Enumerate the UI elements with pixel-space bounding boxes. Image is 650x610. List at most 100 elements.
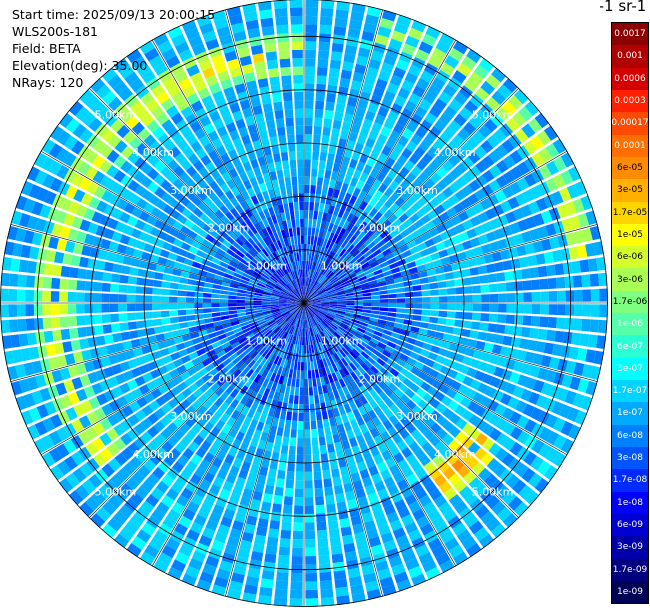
- ray-cell: [366, 528, 379, 540]
- ray-cell: [289, 598, 303, 607]
- ray-cell: [25, 318, 36, 331]
- ray-cell: [295, 318, 299, 328]
- ray-cell: [443, 219, 455, 230]
- ray-cell: [520, 204, 533, 218]
- ray-cell: [271, 274, 279, 282]
- ray-cell: [186, 309, 195, 315]
- ray-cell: [323, 281, 332, 288]
- ray-cell: [314, 352, 319, 361]
- ray-cell: [390, 332, 401, 339]
- ray-cell: [388, 180, 400, 191]
- ray-cell: [424, 62, 438, 76]
- ray-cell: [144, 319, 154, 328]
- ray-cell: [466, 48, 482, 64]
- ray-cell: [446, 140, 459, 153]
- ray-cell: [59, 225, 71, 239]
- azimuth-line: [10, 224, 305, 304]
- ray-cell: [198, 166, 210, 178]
- ray-cell: [222, 480, 234, 492]
- ray-cell: [434, 153, 447, 165]
- ray-cell: [472, 130, 486, 144]
- ray-cell: [270, 84, 281, 95]
- ray-cell: [50, 414, 63, 429]
- ray-cell: [408, 27, 423, 41]
- ray-cell: [319, 246, 325, 256]
- ray-cell: [537, 265, 548, 278]
- ray-cell: [131, 388, 143, 400]
- ray-cell: [193, 79, 207, 92]
- ray-cell: [120, 331, 131, 341]
- ray-cell: [256, 241, 264, 251]
- ray-cell: [327, 222, 334, 232]
- ray-cell: [326, 327, 334, 335]
- ray-cell: [226, 416, 236, 427]
- ray-cell: [336, 501, 347, 512]
- ray-cell: [402, 550, 417, 563]
- ray-cell: [104, 479, 118, 494]
- ray-cell: [247, 150, 257, 161]
- ray-cell: [389, 393, 400, 403]
- ray-cell: [280, 309, 289, 315]
- ray-cell: [383, 539, 397, 552]
- ray-cell: [99, 214, 111, 227]
- ray-cell: [416, 264, 427, 272]
- ray-cell: [277, 249, 284, 258]
- ray-cell: [341, 263, 350, 271]
- ray-cell: [302, 277, 304, 287]
- ray-cell: [199, 264, 210, 272]
- ray-cell: [211, 539, 225, 552]
- ray-cell: [328, 528, 340, 538]
- ray-cell: [127, 414, 140, 427]
- ray-cell: [257, 0, 272, 11]
- ray-cell: [277, 329, 284, 337]
- ray-cell: [298, 319, 302, 328]
- ray-cell: [430, 345, 441, 354]
- ray-cell: [155, 264, 166, 273]
- ray-cell: [73, 189, 86, 203]
- ray-cell: [163, 454, 176, 467]
- ray-cell: [256, 192, 265, 203]
- ray-cell: [226, 500, 238, 512]
- ray-cell: [385, 279, 395, 285]
- ray-cell: [533, 379, 545, 393]
- ray-cell: [362, 265, 372, 272]
- ray-cell: [214, 17, 229, 30]
- ray-cell: [242, 161, 252, 172]
- ray-cell: [329, 299, 338, 302]
- ray-cell: [236, 334, 246, 341]
- ray-cell: [316, 419, 324, 429]
- ray-cell: [580, 395, 593, 411]
- ray-cell: [453, 113, 467, 127]
- ray-cell: [434, 391, 446, 402]
- ray-cell: [456, 345, 467, 355]
- ray-cell: [458, 210, 470, 222]
- ray-cell: [497, 507, 512, 522]
- ray-cell: [219, 488, 231, 500]
- ray-cell: [160, 288, 170, 296]
- ray-cell: [268, 128, 277, 138]
- ray-cell: [349, 401, 358, 411]
- ray-cell: [270, 301, 279, 303]
- ray-cell: [136, 277, 146, 286]
- ray-cell: [357, 99, 369, 110]
- ray-cell: [377, 26, 392, 38]
- ray-cell: [317, 538, 329, 548]
- ray-cell: [450, 215, 462, 226]
- ray-cell: [18, 378, 31, 393]
- ray-cell: [337, 172, 346, 183]
- ray-cell: [339, 518, 351, 528]
- ray-cell: [304, 345, 307, 354]
- ray-cell: [296, 227, 301, 236]
- ray-cell: [370, 261, 380, 269]
- ray-cell: [113, 57, 130, 73]
- ray-cell: [369, 317, 379, 323]
- ray-cell: [331, 354, 338, 363]
- ray-cell: [461, 156, 474, 170]
- ray-cell: [20, 410, 34, 426]
- ray-cell: [271, 382, 278, 392]
- ray-cell: [257, 518, 269, 528]
- ray-cell: [434, 441, 447, 453]
- ray-cell: [307, 227, 312, 236]
- ray-cell: [284, 274, 291, 283]
- ray-cell: [545, 143, 560, 159]
